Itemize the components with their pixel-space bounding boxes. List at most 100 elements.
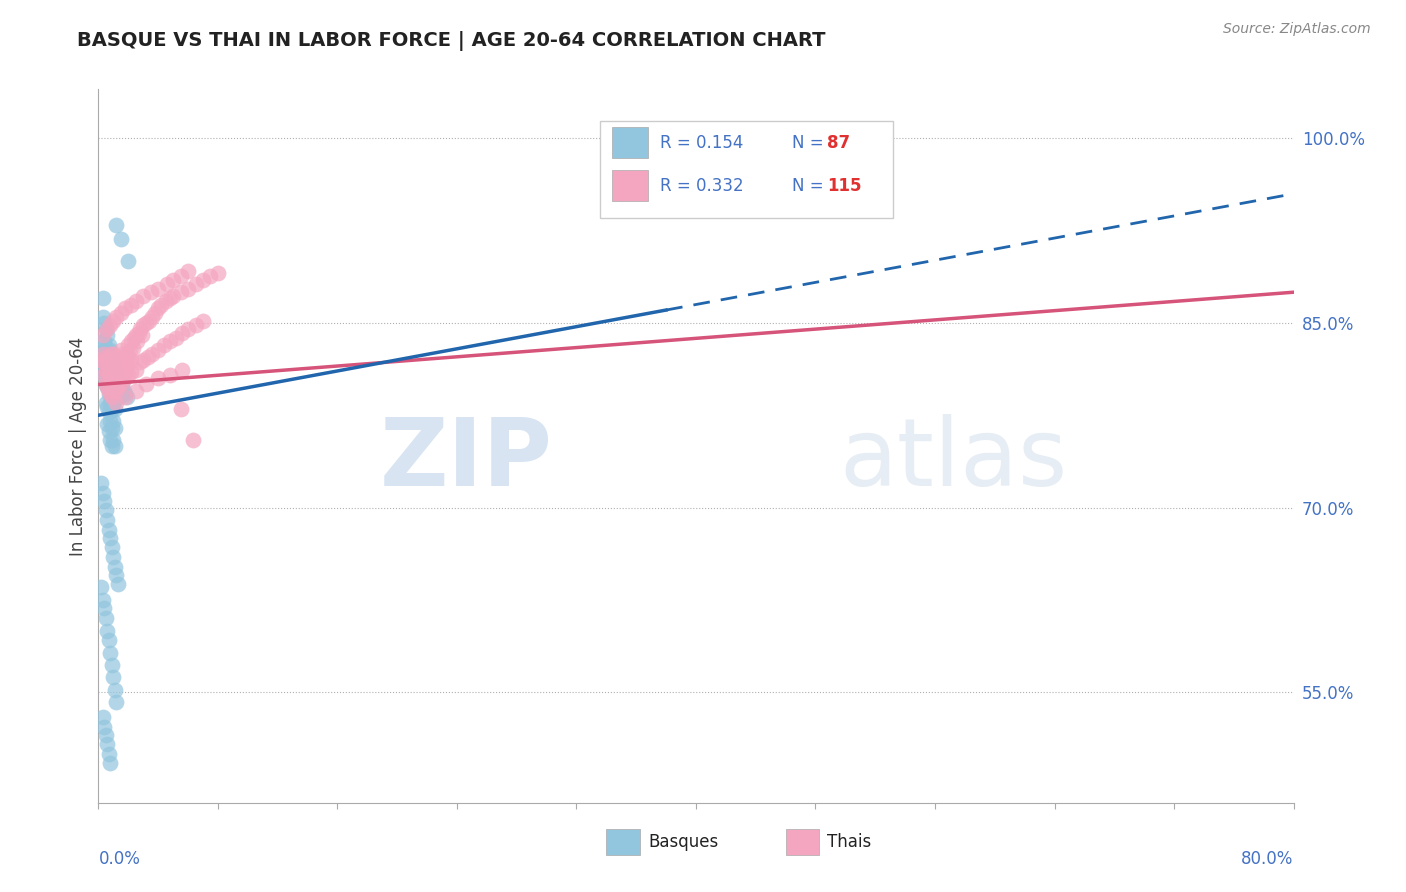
Point xyxy=(96,347,118,361)
Point xyxy=(93,316,115,330)
Point xyxy=(98,347,122,361)
Point xyxy=(120,365,142,379)
Point xyxy=(110,306,132,320)
Point xyxy=(94,351,117,365)
Point xyxy=(104,380,127,394)
Point xyxy=(110,375,132,389)
Point xyxy=(156,277,179,291)
Point xyxy=(115,347,138,361)
Point xyxy=(96,362,118,376)
Point xyxy=(184,318,207,333)
Point xyxy=(117,254,139,268)
Point xyxy=(105,368,128,382)
Point xyxy=(118,343,141,357)
Point xyxy=(104,384,127,398)
Point xyxy=(162,273,184,287)
Point xyxy=(169,269,191,284)
Text: N =: N = xyxy=(792,177,828,194)
Point xyxy=(103,377,125,392)
Point xyxy=(98,377,122,392)
Point xyxy=(101,365,124,379)
Point xyxy=(120,352,142,367)
Point xyxy=(207,266,229,280)
FancyBboxPatch shape xyxy=(786,830,820,855)
Point xyxy=(105,568,128,582)
Point xyxy=(120,334,142,349)
Point xyxy=(135,377,157,392)
Point xyxy=(103,359,125,373)
Point xyxy=(177,281,200,295)
Point xyxy=(148,281,170,295)
Point xyxy=(98,343,122,357)
Point xyxy=(104,365,127,379)
Point xyxy=(103,377,125,392)
Point xyxy=(114,352,136,367)
Point xyxy=(105,218,128,232)
Point xyxy=(143,306,166,320)
Point xyxy=(103,549,125,564)
Point xyxy=(184,277,207,291)
Point xyxy=(108,365,131,379)
Point xyxy=(104,351,127,365)
Point xyxy=(115,390,138,404)
Point xyxy=(103,359,125,373)
Point xyxy=(97,338,120,352)
Point xyxy=(141,310,163,324)
FancyBboxPatch shape xyxy=(613,169,648,202)
Text: 87: 87 xyxy=(827,134,851,152)
Point xyxy=(107,351,129,365)
Point xyxy=(94,322,117,336)
Point xyxy=(101,352,124,367)
Point xyxy=(97,424,120,438)
Point xyxy=(139,285,162,300)
Point xyxy=(104,362,127,376)
Point xyxy=(93,601,115,615)
Point xyxy=(111,347,134,361)
Point xyxy=(90,352,112,367)
Point xyxy=(96,352,118,367)
Point xyxy=(97,368,120,382)
Point xyxy=(169,402,191,417)
Point xyxy=(177,264,200,278)
Point xyxy=(200,269,222,284)
Point xyxy=(104,559,127,574)
Text: N =: N = xyxy=(792,134,828,152)
Point xyxy=(94,362,117,376)
Point xyxy=(108,352,131,367)
Text: BASQUE VS THAI IN LABOR FORCE | AGE 20-64 CORRELATION CHART: BASQUE VS THAI IN LABOR FORCE | AGE 20-6… xyxy=(77,31,825,51)
Point xyxy=(96,380,118,394)
Point xyxy=(148,343,170,357)
Point xyxy=(103,433,125,447)
Point xyxy=(129,322,152,336)
Point xyxy=(91,709,114,723)
Point xyxy=(105,695,128,709)
Point xyxy=(115,359,138,373)
Point xyxy=(91,328,114,343)
Point xyxy=(159,334,181,349)
Point xyxy=(162,289,184,303)
Point xyxy=(97,355,120,369)
Point xyxy=(98,387,122,401)
Point xyxy=(96,380,118,394)
Point xyxy=(93,368,115,382)
Point xyxy=(98,646,122,660)
Point xyxy=(97,355,120,369)
Point xyxy=(111,377,134,392)
Point xyxy=(90,347,112,361)
Point xyxy=(104,420,127,434)
Point xyxy=(105,384,128,398)
Point xyxy=(150,297,173,311)
Point xyxy=(105,310,128,324)
Point xyxy=(98,756,122,771)
Point xyxy=(93,719,115,733)
Point xyxy=(114,365,136,379)
Point xyxy=(94,377,117,392)
Point xyxy=(97,633,120,648)
Point xyxy=(117,338,139,352)
Point xyxy=(101,540,124,554)
Point xyxy=(148,371,170,385)
Point xyxy=(98,414,122,428)
Point xyxy=(96,400,118,414)
Point xyxy=(103,670,125,684)
Point xyxy=(93,334,115,349)
